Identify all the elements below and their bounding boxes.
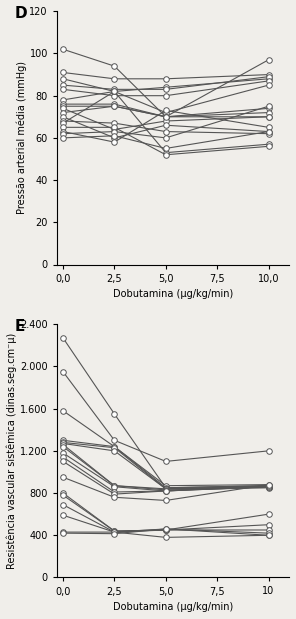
Text: E: E: [15, 319, 25, 334]
Text: D: D: [15, 6, 28, 21]
Y-axis label: Pressão arterial média (mmHg): Pressão arterial média (mmHg): [16, 61, 27, 214]
Y-axis label: Resistência vascular sistêmica (dinas.seg.cm⁻µ): Resistência vascular sistêmica (dinas.se…: [7, 333, 17, 569]
X-axis label: Dobutamina (µg/kg/min): Dobutamina (µg/kg/min): [113, 289, 233, 299]
X-axis label: Dobutamina (µg/kg/min): Dobutamina (µg/kg/min): [113, 602, 233, 612]
